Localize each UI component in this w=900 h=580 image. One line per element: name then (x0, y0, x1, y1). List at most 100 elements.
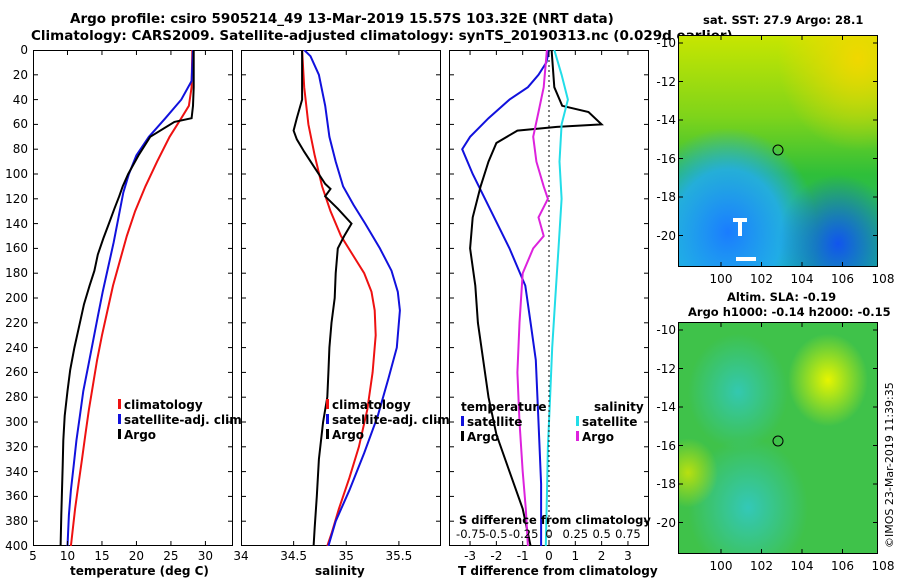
s-tick-label: 0.5 (592, 527, 611, 541)
series-line-satellite-adj-clim- (303, 50, 401, 546)
depth-tick-label: 140 (5, 216, 28, 231)
x-tick-label: 35 (338, 549, 354, 563)
legend-swatch-s-argo (576, 431, 579, 441)
lon-tick-label: 100 (709, 272, 733, 286)
series-line-argo (292, 50, 353, 546)
depth-tick-label: 360 (5, 489, 28, 504)
salinity-x-label: salinity (315, 564, 365, 578)
sla-high-patch-2 (678, 322, 878, 554)
depth-tick-label: 300 (5, 415, 28, 429)
lat-tick-label: -10 (656, 36, 676, 50)
legend-t-argo-label: Argo (467, 430, 500, 444)
s-difference-label: S difference from climatology (459, 513, 651, 527)
difference-ticks (449, 50, 649, 546)
sla-map-frame (678, 322, 878, 554)
sla-map-title-2: Argo h1000: -0.14 h2000: -0.15 (688, 305, 891, 319)
x-tick-label: 10 (59, 549, 76, 563)
lon-tick-label: 106 (831, 559, 854, 573)
lat-tick-label: -12 (656, 361, 676, 376)
salinity-panel (241, 50, 441, 546)
depth-tick-label: 340 (5, 464, 28, 479)
imos-timestamp: ©IMOS 23-Mar-2019 11:39:35 (883, 382, 896, 548)
x-tick-label: 1 (571, 549, 580, 563)
legend-satellite-s-label: satellite-adj. clim. (332, 413, 455, 427)
legend-argo-label: Argo (124, 428, 157, 442)
depth-tick-label: 260 (5, 365, 28, 380)
lat-tick-label: -18 (656, 477, 676, 491)
series-line-climatology (301, 50, 377, 546)
s-tick-label: -0.25 (508, 527, 539, 541)
sla-map (678, 322, 878, 554)
series-line-t-argo (469, 50, 604, 546)
temperature-x-label: temperature (deg C) (70, 564, 209, 578)
legend-swatch-satellite-s (326, 414, 329, 424)
series-line-s-argo (516, 50, 549, 546)
s-tick-label: -0.5 (485, 527, 508, 541)
x-tick-label: 20 (128, 549, 145, 563)
temperature-legend: climatology satellite-adj. clim. Argo (118, 398, 246, 443)
legend-argo-s-label: Argo (332, 428, 365, 442)
legend-swatch-satellite (118, 414, 121, 424)
lon-tick-label: 104 (790, 272, 814, 286)
depth-tick-label: 320 (5, 439, 28, 454)
lat-tick-label: -20 (656, 228, 676, 243)
lat-tick-label: -16 (656, 438, 676, 453)
series-line-argo (59, 50, 195, 546)
lat-tick-label: -12 (656, 74, 676, 89)
legend-s-satellite-label: satellite (582, 415, 638, 429)
lat-tick-label: -20 (656, 515, 676, 530)
x-tick-label: 35.5 (385, 549, 413, 563)
x-tick-label: -1 (516, 549, 529, 563)
x-tick-label: 5 (29, 549, 37, 563)
lat-tick-label: -14 (656, 400, 676, 414)
x-tick-label: -2 (490, 549, 503, 563)
salinity-ticks (241, 50, 441, 546)
lon-tick-label: 106 (831, 272, 854, 286)
sst-land-mask-3 (736, 257, 756, 261)
legend-argo: Argo (118, 428, 246, 443)
sst-cool-patch-2 (678, 35, 878, 267)
legend-swatch-climatology (118, 399, 121, 409)
difference-lines (461, 50, 604, 546)
diff-legend-salinity: salinity satellite Argo (576, 400, 644, 445)
legend-climatology: climatology (118, 398, 246, 413)
title-line-1: Argo profile: csiro 5905214_49 13-Mar-20… (70, 11, 614, 27)
legend-satellite-s: satellite-adj. clim. (326, 413, 454, 428)
x-tick-label: 30 (197, 549, 214, 563)
legend-t-satellite: satellite (461, 415, 546, 430)
depth-tick-label: 400 (5, 539, 28, 553)
sst-map (678, 35, 878, 267)
s-tick-label: 0.75 (615, 527, 641, 541)
series-line-t-satellite (461, 50, 550, 546)
x-tick-label: 2 (597, 549, 606, 563)
sst-land-mask-2 (738, 222, 742, 236)
depth-tick-label: 0 (20, 43, 28, 57)
depth-tick-label: 180 (5, 266, 28, 281)
legend-satellite-label: satellite-adj. clim. (124, 413, 247, 427)
temperature-frame (33, 50, 233, 546)
x-tick-label: -3 (464, 549, 477, 563)
x-tick-label: 3 (624, 549, 632, 563)
sst-map-title: sat. SST: 27.9 Argo: 28.1 (703, 13, 864, 27)
sst-argo-location-marker (772, 144, 784, 156)
legend-s-argo-label: Argo (582, 430, 615, 444)
temperature-ticks (33, 50, 233, 546)
sla-map-ticks (678, 322, 878, 554)
legend-climatology-label: climatology (124, 398, 203, 412)
diff-legend-temperature: temperature satellite Argo (461, 400, 546, 445)
legend-t-satellite-label: satellite (467, 415, 523, 429)
s-tick-label: 0.25 (562, 527, 589, 541)
lon-tick-label: 102 (750, 559, 773, 573)
legend-swatch-t-argo (461, 431, 464, 441)
depth-tick-label: 220 (5, 315, 28, 330)
depth-tick-label: 80 (12, 142, 28, 157)
series-line-climatology (69, 50, 194, 546)
sla-argo-location-marker (772, 435, 784, 447)
depth-tick-label: 380 (5, 514, 28, 529)
lat-tick-label: -10 (656, 323, 676, 337)
s-tick-label: 0 (545, 527, 553, 541)
x-tick-label: 34.5 (280, 549, 307, 563)
difference-frame (449, 50, 649, 546)
temperature-lines (59, 50, 195, 546)
lon-tick-label: 108 (871, 559, 895, 573)
